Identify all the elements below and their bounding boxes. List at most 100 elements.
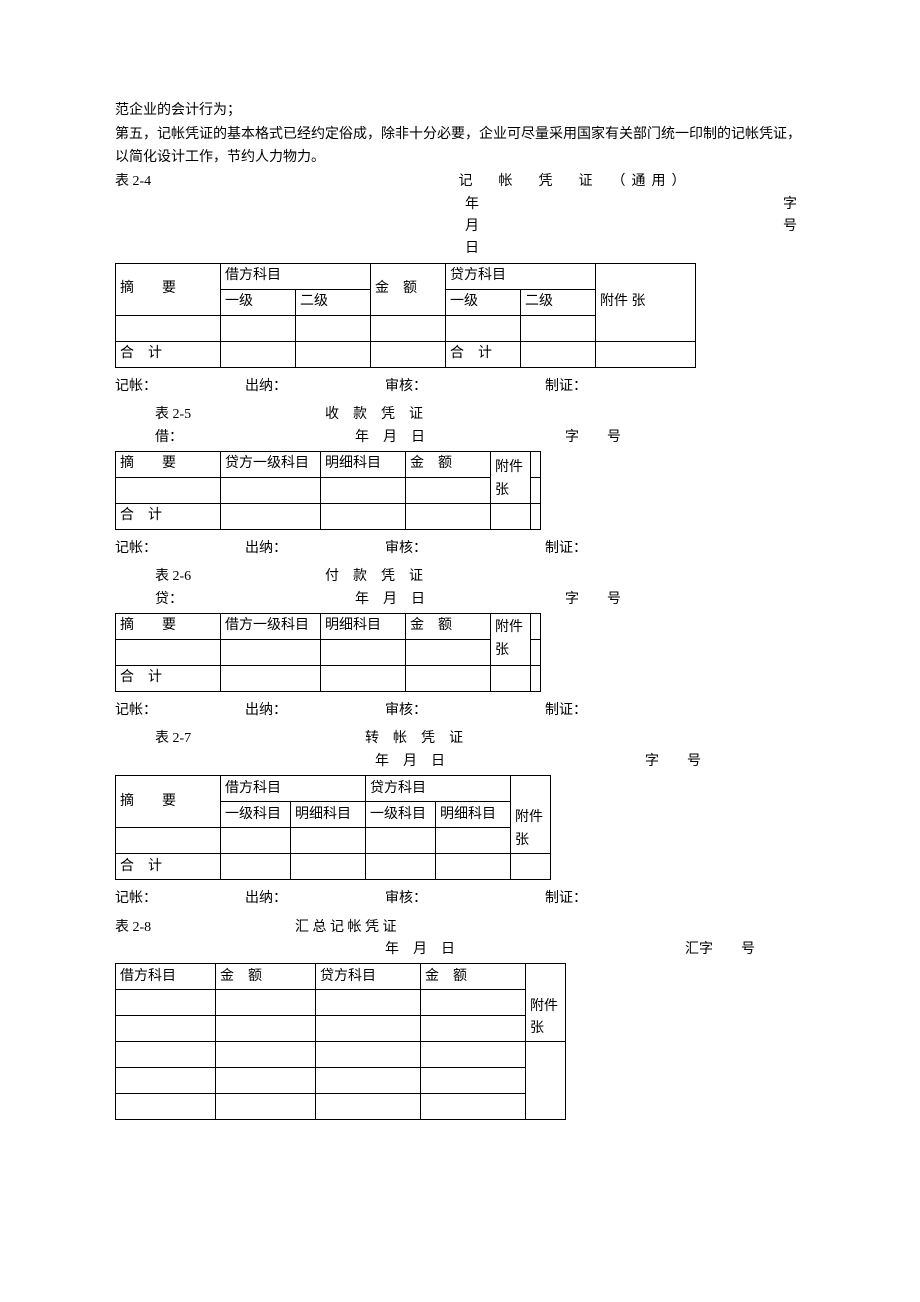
t28-h-debit: 借方科目 [116,964,216,990]
t26-signoff: 记帐： 出纳： 审核： 制证： [115,700,805,722]
t28-date: 年 月 日 [385,939,455,961]
t25-label: 表 2-5 [155,404,215,426]
signoff-b: 出纳： [245,376,385,398]
signoff-d: 制证： [545,700,587,722]
t28-h-amount1: 金 额 [216,964,316,990]
t24-h-credit: 贷方科目 [446,263,596,289]
t27-zihao: 字 号 [645,751,701,773]
t27-title: 转 帐 凭 证 [365,728,463,750]
t26-title: 付 款 凭 证 [325,566,423,588]
signoff-a: 记帐： [115,700,245,722]
t24-table: 摘 要 借方科目 金 额 贷方科目 附件 张 一级 二级 一级 二级 合 计 合… [115,263,696,368]
t26-table: 摘 要 借方一级科目 明细科目 金 额 附件张 合 计 [115,613,541,692]
t27-h-c1: 一级科目 [366,802,436,828]
t25-h-credit1: 贷方一级科目 [221,451,321,477]
t24-h-d1: 一级 [221,289,296,315]
t27-h-d2: 明细科目 [291,802,366,828]
t26-h-amount: 金 额 [406,614,491,640]
t27-signoff: 记帐： 出纳： 审核： 制证： [115,888,805,910]
t26-h-detail: 明细科目 [321,614,406,640]
signoff-a: 记帐： [115,538,245,560]
intro-line-2: 第五，记帐凭证的基本格式已经约定俗成，除非十分必要，企业可尽量采用国家有关部门统… [115,124,805,169]
t24-date: 年 月 日 [465,194,493,261]
t28-h-attach: 附件张 [526,964,566,1042]
t24-zihao: 字 号 [703,194,825,261]
t27-table: 摘 要 借方科目 贷方科目 附件张 一级科目 明细科目 一级科目 明细科目 合 … [115,775,551,880]
table-row [116,477,541,503]
table-row: 合 计 [116,854,551,880]
signoff-c: 审核： [385,538,545,560]
table-row: 合 计 [116,666,541,692]
signoff-c: 审核： [385,376,545,398]
table-row [116,828,551,854]
t25-h-attach: 附件张 [491,451,531,503]
t28-title: 汇 总 记 帐 凭 证 [295,917,397,939]
t26-label: 表 2-6 [155,566,215,588]
signoff-b: 出纳： [245,888,385,910]
t27-h-debit: 借方科目 [221,776,366,802]
t26-total: 合 计 [116,666,221,692]
t25-h-summary: 摘 要 [116,451,221,477]
t24-h-debit: 借方科目 [221,263,371,289]
t27-h-credit: 贷方科目 [366,776,511,802]
signoff-d: 制证： [545,538,587,560]
table-row [116,1094,566,1120]
t27-h-attach: 附件张 [511,776,551,854]
table-row [116,640,541,666]
t28-table: 借方科目 金 额 贷方科目 金 额 附件张 [115,963,566,1120]
t24-h-c1: 一级 [446,289,521,315]
table-row [116,1068,566,1094]
t27-total: 合 计 [116,854,221,880]
t28-h-credit: 贷方科目 [316,964,421,990]
t27-h-summary: 摘 要 [116,776,221,828]
t26-date: 年 月 日 [355,589,425,611]
intro-line-1: 范企业的会计行为； [115,100,805,122]
t26-zihao: 字 号 [565,589,621,611]
t25-zihao: 字 号 [565,427,621,449]
t26-title-row: 表 2-6 付 款 凭 证 [115,566,805,588]
t27-title-row: 表 2-7 转 帐 凭 证 [115,728,805,750]
t26-h-summary: 摘 要 [116,614,221,640]
t24-h-d2: 二级 [296,289,371,315]
t28-title-row: 表 2-8 汇 总 记 帐 凭 证 [115,917,805,939]
signoff-d: 制证： [545,888,587,910]
t24-signoff: 记帐： 出纳： 审核： 制证： [115,376,805,398]
table-row: 合 计 合 计 [116,341,696,367]
t24-h-amount: 金 额 [371,263,446,315]
t27-date: 年 月 日 [375,751,445,773]
t25-date-row: 借： 年 月 日 字 号 [115,427,805,449]
t28-zihao: 汇字 号 [685,939,755,961]
signoff-b: 出纳： [245,700,385,722]
t24-h-c2: 二级 [521,289,596,315]
t24-date-row: 年 月 日 字 号 [115,194,805,261]
t28-h-amount2: 金 额 [421,964,526,990]
t24-title: 记 帐 凭 证 （通用） [345,171,805,193]
table-row: 合 计 [116,503,541,529]
t27-h-c2: 明细科目 [436,802,511,828]
t24-total: 合 计 [116,341,221,367]
t24-h-summary: 摘 要 [116,263,221,315]
t25-total: 合 计 [116,503,221,529]
t24-total2: 合 计 [446,341,521,367]
t27-label: 表 2-7 [155,728,215,750]
t25-h-amount: 金 额 [406,451,491,477]
t26-h-attach: 附件张 [491,614,531,666]
t25-h-detail: 明细科目 [321,451,406,477]
signoff-c: 审核： [385,700,545,722]
t25-side: 借： [155,427,215,449]
t28-label: 表 2-8 [115,917,175,939]
signoff-d: 制证： [545,376,587,398]
t28-date-row: 年 月 日 汇字 号 [115,939,805,961]
t24-label: 表 2-4 [115,171,175,193]
t24-title-row: 表 2-4 记 帐 凭 证 （通用） [115,171,805,193]
t26-h-debit1: 借方一级科目 [221,614,321,640]
table-row [116,1042,566,1068]
t25-date: 年 月 日 [355,427,425,449]
t24-h-attach: 附件 张 [596,263,696,341]
signoff-c: 审核： [385,888,545,910]
table-row [116,990,566,1016]
t26-side: 贷： [155,589,215,611]
t25-title: 收 款 凭 证 [325,404,423,426]
t27-h-d1: 一级科目 [221,802,291,828]
t27-date-row: 年 月 日 字 号 [115,751,805,773]
